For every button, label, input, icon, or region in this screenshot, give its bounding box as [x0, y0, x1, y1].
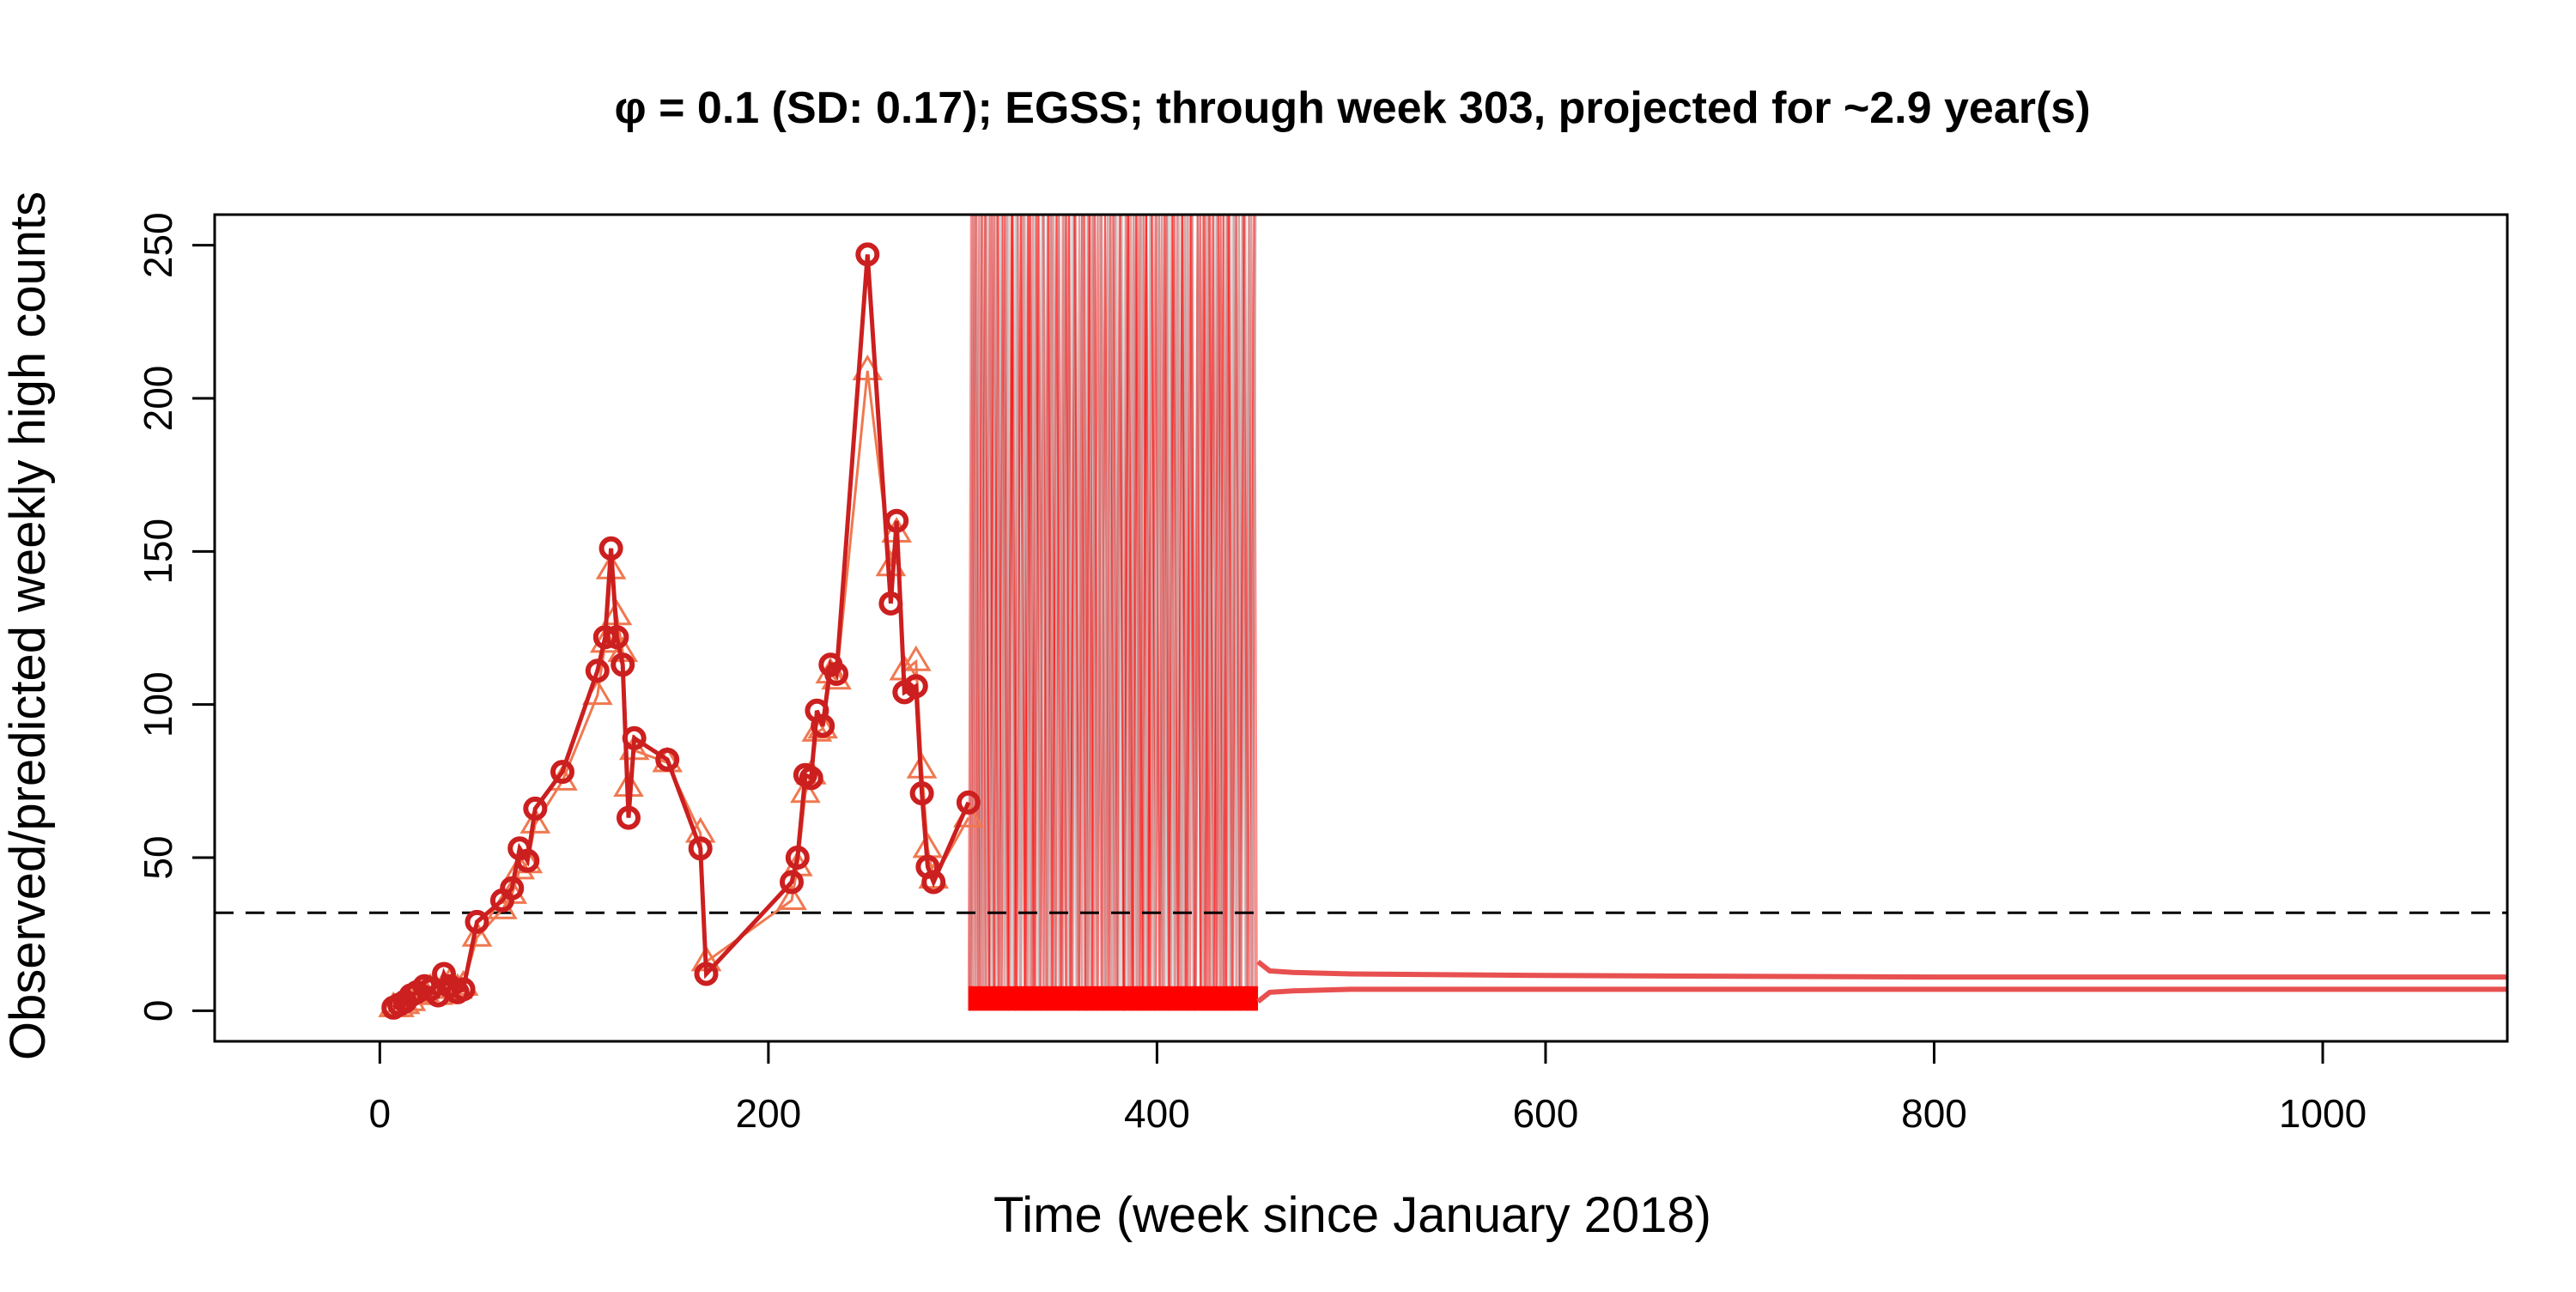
x-tick-label: 400 — [1124, 1091, 1190, 1136]
observed-point — [903, 674, 928, 699]
observed-point — [694, 961, 719, 986]
observed-point — [884, 508, 909, 533]
observed-point — [617, 805, 641, 830]
predicted-point — [461, 920, 493, 947]
x-tick-label: 800 — [1901, 1091, 1967, 1136]
observed-point — [799, 766, 823, 791]
observed-point — [515, 848, 540, 873]
y-tick-label: 200 — [136, 366, 180, 432]
projection-trajectory-2 — [968, 215, 1257, 1011]
observed-point — [451, 977, 476, 1002]
observed-point — [465, 909, 489, 934]
observed-point — [655, 747, 680, 772]
projection-trajectory-5 — [969, 215, 1256, 1011]
x-tick-label: 1000 — [2279, 1091, 2366, 1136]
projection-band-base — [968, 986, 1259, 1011]
observed-point — [956, 790, 981, 815]
x-axis-label: Time (week since January 2018) — [993, 1187, 1711, 1243]
predicted-point — [776, 883, 807, 910]
projection-band — [967, 215, 1259, 1011]
y-tick-label: 250 — [136, 212, 180, 278]
plot-content: 0 200 400 600 800 1000 0 50 100 150 200 250 — [136, 212, 2509, 1136]
observed-point — [780, 870, 804, 895]
observed-point — [550, 760, 574, 785]
predicted-point — [801, 715, 833, 742]
predicted-point — [900, 645, 932, 671]
predicted-point — [790, 777, 821, 804]
data-layer — [215, 215, 2507, 1020]
observed-point — [892, 680, 917, 705]
observed-point — [878, 591, 903, 616]
projection-upper-line — [1256, 959, 2507, 980]
observed-point — [824, 662, 849, 686]
y-tick-label: 50 — [136, 835, 180, 879]
y-tick-label: 150 — [136, 519, 180, 585]
observed-point — [921, 870, 946, 895]
observed-point — [785, 846, 810, 870]
projection-trajectory-4 — [969, 215, 1257, 1011]
observed-point — [500, 876, 525, 901]
plot-frame — [213, 213, 2509, 1043]
observed-point — [605, 625, 629, 650]
y-tick-label: 0 — [136, 1000, 180, 1022]
projection-trajectory-7 — [970, 215, 1255, 1011]
observed-point — [811, 713, 835, 738]
observed-point — [592, 625, 617, 650]
x-tick-label: 200 — [735, 1091, 801, 1136]
observed-point — [432, 961, 456, 986]
observed-point — [855, 242, 880, 267]
observed-point — [598, 536, 623, 561]
predicted-point — [504, 853, 536, 880]
x-tick-label: 0 — [369, 1091, 392, 1136]
x-tick-label: 600 — [1513, 1091, 1579, 1136]
observed-point — [611, 652, 635, 677]
observed-point — [523, 796, 548, 821]
projection-trajectory-8 — [971, 215, 1256, 1011]
y-tick-label: 100 — [136, 671, 180, 737]
predicted-point — [519, 807, 551, 834]
y-axis-label: Observed/predicted weekly high counts — [0, 191, 56, 1060]
observed-point — [585, 658, 610, 683]
projection-lower-line — [1256, 986, 2507, 1004]
projection-trajectory-3 — [969, 215, 1257, 1011]
chart-title: φ = 0.1 (SD: 0.17); EGSS; through week 3… — [614, 83, 2090, 133]
observed-point — [622, 725, 647, 750]
observed-line — [392, 254, 971, 1010]
observed-point — [909, 781, 934, 806]
observed-point — [688, 836, 713, 861]
